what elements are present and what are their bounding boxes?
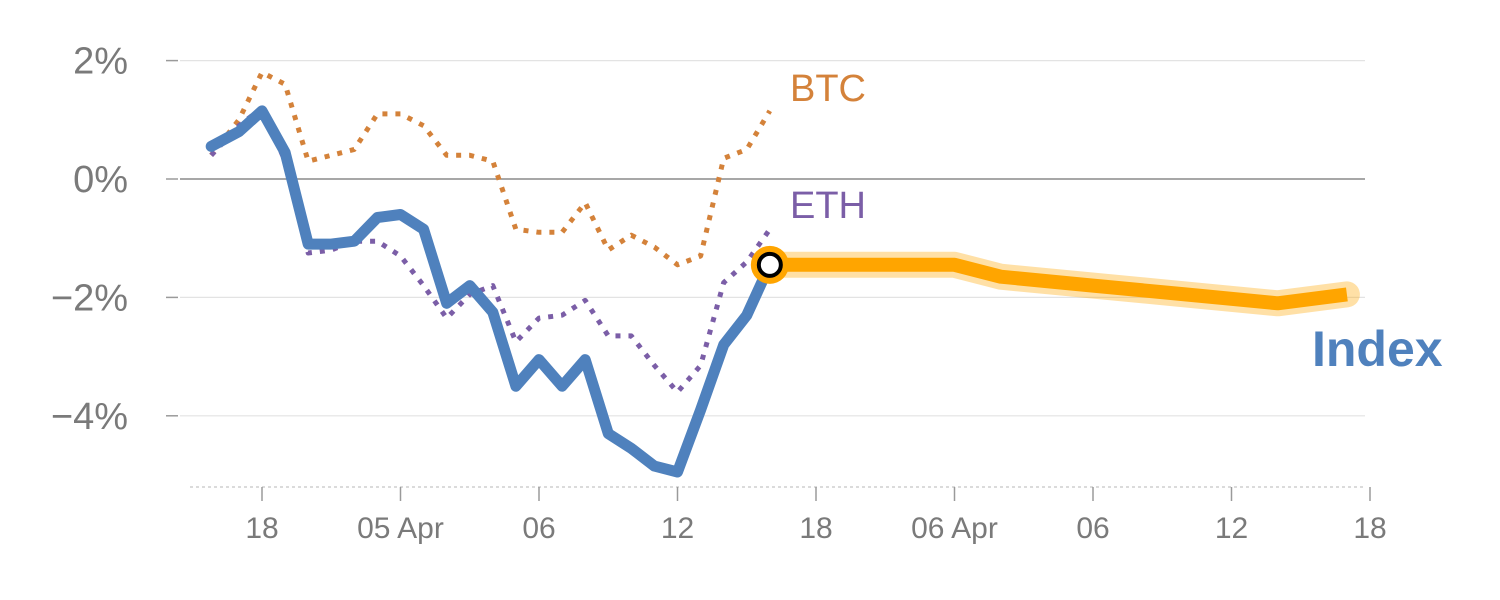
y-tick-label: −2% [51, 277, 128, 319]
axes: 2% 0% −2% −4% 18 05 Apr 06 12 18 06 Apr 06 12 18 [51, 41, 1387, 545]
x-tick-label: 06 Apr [911, 512, 998, 545]
x-tick-label: 18 [799, 512, 832, 545]
index-forecast-line [769, 257, 1348, 311]
eth-label: ETH [790, 185, 866, 227]
y-tick-label: −4% [51, 396, 128, 438]
x-tick-label: 12 [1215, 512, 1248, 545]
series [205, 69, 1360, 478]
gridlines [180, 59, 1365, 417]
btc-label: BTC [790, 68, 866, 110]
x-tick-label: 12 [661, 512, 694, 545]
x-tick-label: 06 [522, 512, 555, 545]
index-label: Index [1312, 321, 1443, 377]
x-tick-label: 18 [245, 512, 278, 545]
current-point-marker [756, 251, 783, 278]
eth-line [209, 105, 772, 395]
labels: BTC ETH Index [790, 68, 1443, 377]
y-tick-label: 0% [73, 159, 128, 201]
x-tick-label: 06 [1076, 512, 1109, 545]
x-tick-label: 05 Apr [357, 512, 444, 545]
x-tick-label: 18 [1353, 512, 1386, 545]
btc-line [209, 69, 772, 268]
y-tick-label: 2% [73, 41, 128, 83]
index-line [205, 105, 776, 478]
